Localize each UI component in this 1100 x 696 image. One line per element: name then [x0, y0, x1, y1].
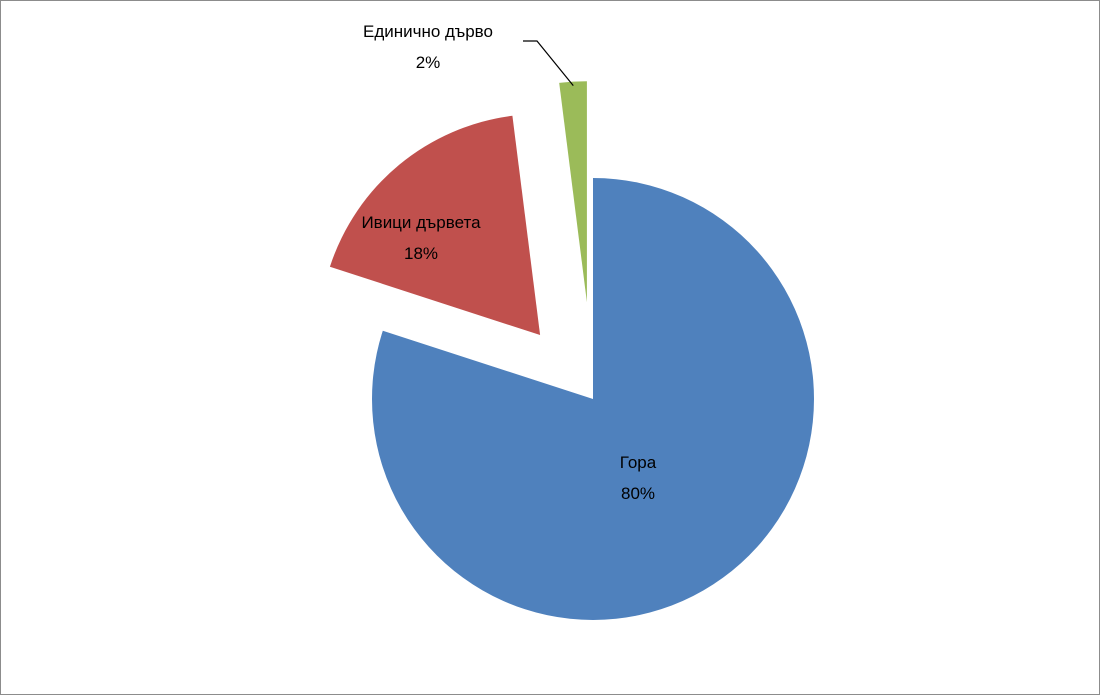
- slice-label-value: 2%: [416, 53, 441, 72]
- slice-label-name: Ивици дървета: [361, 213, 481, 232]
- slice-label-name: Единично дърво: [363, 22, 493, 41]
- pie-slice-3: [559, 81, 587, 303]
- slice-label-value: 18%: [404, 244, 438, 263]
- slice-label-name: Гора: [620, 453, 657, 472]
- pie-slice-1: [371, 178, 815, 620]
- pie-slice-2: [329, 115, 541, 336]
- leader-line: [523, 40, 574, 86]
- slice-label-value: 80%: [621, 484, 655, 503]
